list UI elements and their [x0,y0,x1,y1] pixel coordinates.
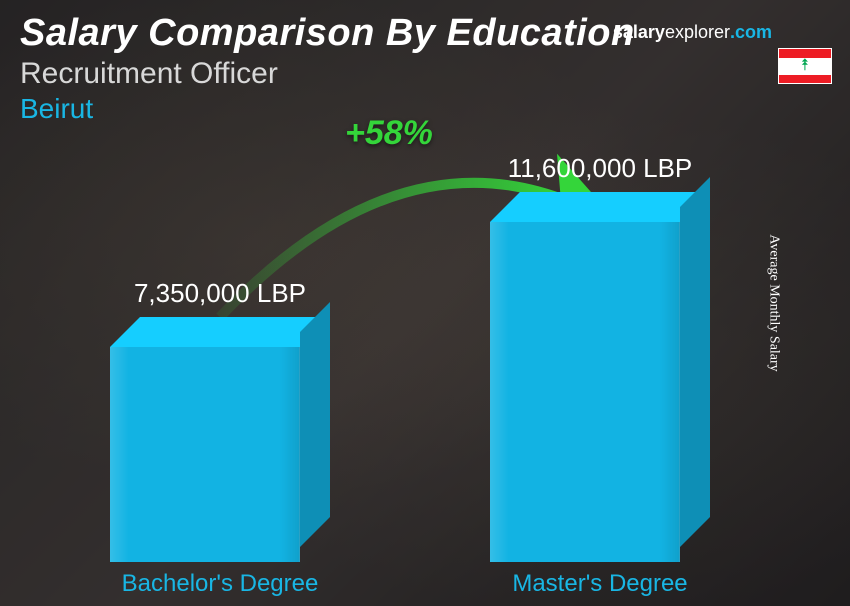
bar-1-side [300,302,330,547]
page-subtitle-role: Recruitment Officer [20,57,830,91]
cedar-icon: ⯭ [800,58,810,74]
bar-value-2: 11,600,000 LBP [508,153,693,184]
flag-stripe-mid: ⯭ [779,58,831,75]
bar-2-top [490,192,710,222]
brand-bold: salary [613,22,665,42]
brand-label: salaryexplorer.com [613,22,772,43]
bar-category-2: Master's Degree [512,570,687,598]
bar-category-1: Bachelor's Degree [122,570,319,598]
flag-lebanon-icon: ⯭ [778,48,832,84]
chart-area: +58% 7,350,000 LBP Bachelor's Degree 11,… [70,182,770,562]
bar-2-side [680,177,710,547]
flag-stripe-bottom [779,75,831,84]
delta-label: +58% [345,114,433,153]
bar-1-front [110,347,300,562]
bar-1-top [110,317,330,347]
brand-accent: .com [730,22,772,42]
bar-value-1: 7,350,000 LBP [134,278,306,309]
brand-normal: explorer [665,22,730,42]
bar-2-front [490,222,680,562]
